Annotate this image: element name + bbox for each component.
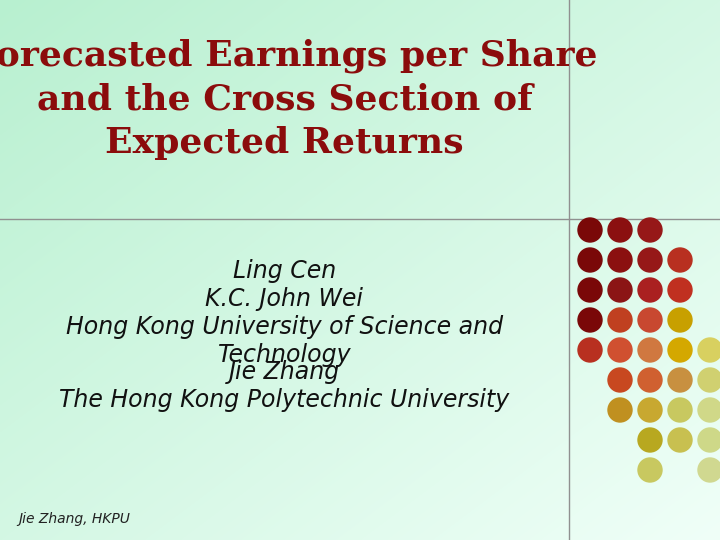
Circle shape <box>608 248 632 272</box>
Circle shape <box>638 398 662 422</box>
Circle shape <box>638 338 662 362</box>
Circle shape <box>638 428 662 452</box>
Circle shape <box>668 368 692 392</box>
Circle shape <box>698 368 720 392</box>
Text: The Hong Kong Polytechnic University: The Hong Kong Polytechnic University <box>59 388 510 411</box>
Circle shape <box>668 398 692 422</box>
Circle shape <box>668 278 692 302</box>
Circle shape <box>608 398 632 422</box>
Text: Ling Cen: Ling Cen <box>233 259 336 283</box>
Text: K.C. John Wei: K.C. John Wei <box>205 287 364 310</box>
Circle shape <box>698 428 720 452</box>
Circle shape <box>668 308 692 332</box>
Circle shape <box>578 218 602 242</box>
Circle shape <box>668 428 692 452</box>
Circle shape <box>608 338 632 362</box>
Circle shape <box>638 308 662 332</box>
Circle shape <box>698 398 720 422</box>
Circle shape <box>578 338 602 362</box>
Text: Jie Zhang, HKPU: Jie Zhang, HKPU <box>18 512 130 526</box>
Circle shape <box>668 248 692 272</box>
Circle shape <box>638 278 662 302</box>
Circle shape <box>608 368 632 392</box>
Text: Jie Zhang: Jie Zhang <box>229 360 340 384</box>
Circle shape <box>668 338 692 362</box>
Circle shape <box>608 308 632 332</box>
Circle shape <box>578 248 602 272</box>
Circle shape <box>638 368 662 392</box>
Circle shape <box>578 308 602 332</box>
Circle shape <box>608 278 632 302</box>
Text: Hong Kong University of Science and
Technology: Hong Kong University of Science and Tech… <box>66 315 503 367</box>
Circle shape <box>638 248 662 272</box>
Circle shape <box>698 458 720 482</box>
Circle shape <box>698 338 720 362</box>
Text: Forecasted Earnings per Share
and the Cross Section of
Expected Returns: Forecasted Earnings per Share and the Cr… <box>0 39 597 160</box>
Circle shape <box>638 218 662 242</box>
Circle shape <box>638 458 662 482</box>
Circle shape <box>578 278 602 302</box>
Circle shape <box>608 218 632 242</box>
